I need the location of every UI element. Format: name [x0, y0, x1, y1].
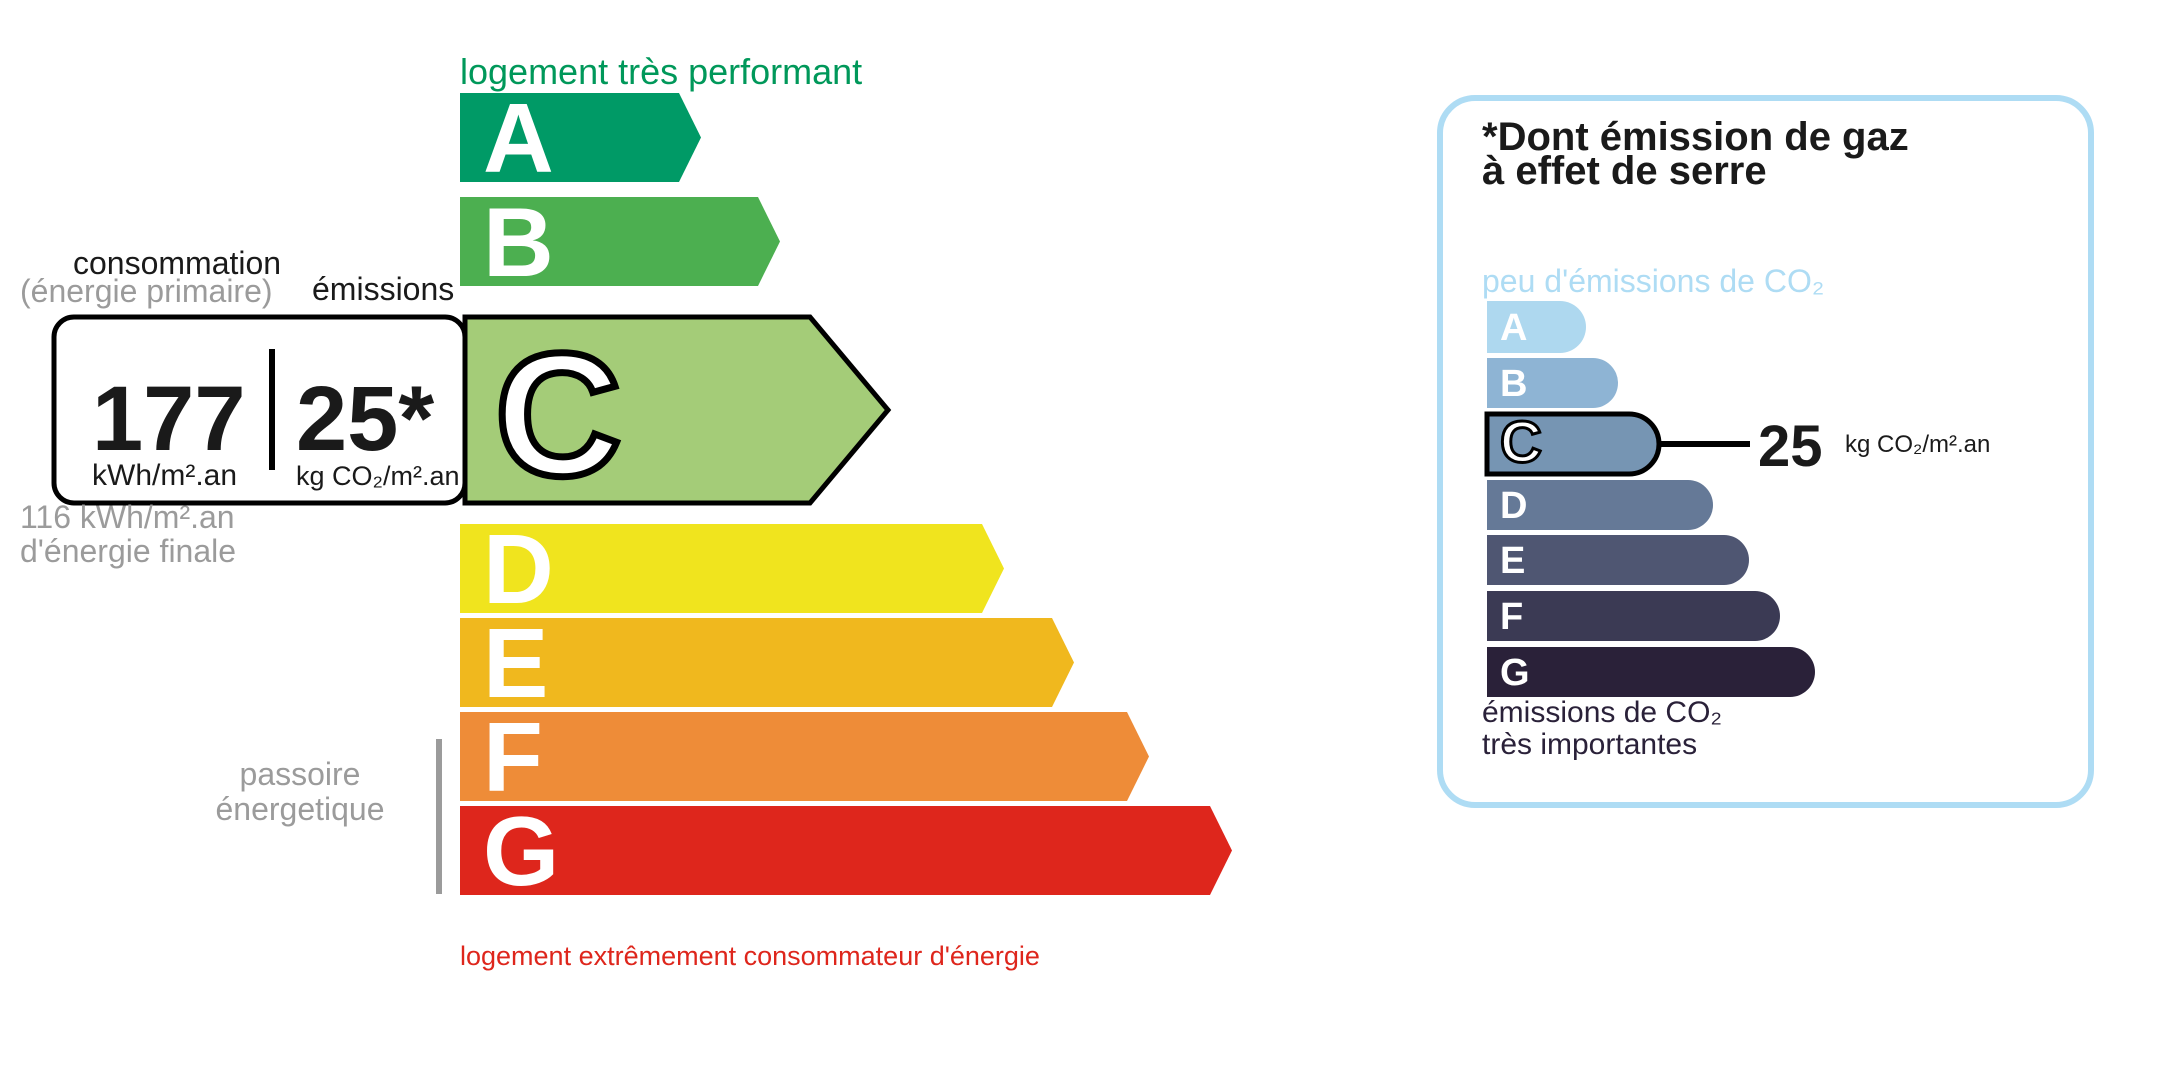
svg-text:25*: 25* — [296, 368, 434, 470]
svg-text:kWh/m².an: kWh/m².an — [92, 459, 237, 492]
svg-text:A: A — [1500, 307, 1527, 349]
svg-text:émissions: émissions — [312, 271, 454, 307]
svg-text:C: C — [1500, 410, 1542, 475]
svg-text:177: 177 — [92, 368, 246, 470]
svg-text:logement extrêmement consommat: logement extrêmement consommateur d'éner… — [460, 941, 1040, 971]
svg-text:B: B — [483, 187, 554, 297]
svg-text:A: A — [483, 83, 554, 193]
svg-text:passoire: passoire — [240, 756, 361, 792]
svg-text:G: G — [1500, 652, 1530, 694]
svg-text:énergetique: énergetique — [215, 791, 384, 827]
svg-text:D: D — [1500, 485, 1527, 527]
svg-text:25: 25 — [1758, 414, 1823, 479]
svg-text:émissions de CO₂: émissions de CO₂ — [1482, 696, 1722, 729]
svg-text:F: F — [1500, 596, 1523, 638]
svg-text:C: C — [495, 318, 621, 513]
svg-text:116 kWh/m².an: 116 kWh/m².an — [20, 499, 235, 535]
svg-text:E: E — [1500, 540, 1525, 582]
svg-text:(énergie primaire): (énergie primaire) — [20, 273, 273, 309]
svg-text:B: B — [1500, 363, 1527, 405]
svg-text:G: G — [483, 796, 559, 906]
svg-text:très importantes: très importantes — [1482, 728, 1697, 761]
svg-text:d'énergie finale: d'énergie finale — [20, 533, 236, 569]
svg-text:à effet de serre: à effet de serre — [1482, 149, 1767, 193]
svg-text:kg CO₂/m².an: kg CO₂/m².an — [1845, 431, 1990, 458]
svg-text:kg CO₂/m².an: kg CO₂/m².an — [296, 461, 460, 491]
svg-text:peu d'émissions de CO₂: peu d'émissions de CO₂ — [1482, 263, 1824, 299]
